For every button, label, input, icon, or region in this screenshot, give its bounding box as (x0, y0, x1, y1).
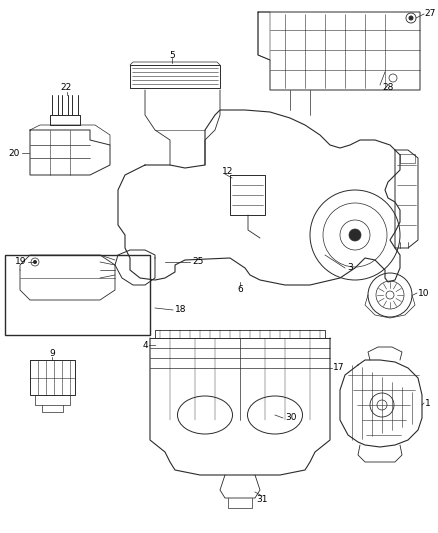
Text: 28: 28 (382, 84, 393, 93)
Circle shape (33, 261, 36, 263)
Text: 18: 18 (175, 305, 187, 314)
Text: 30: 30 (285, 414, 297, 423)
Text: 5: 5 (169, 51, 175, 60)
Text: 25: 25 (192, 257, 203, 266)
Text: 9: 9 (49, 349, 55, 358)
Text: 6: 6 (237, 286, 243, 295)
Text: 19: 19 (15, 257, 27, 266)
Text: 12: 12 (222, 167, 233, 176)
Text: 20: 20 (9, 149, 20, 157)
Text: 27: 27 (424, 9, 435, 18)
Text: 10: 10 (418, 288, 430, 297)
Text: 22: 22 (60, 84, 71, 93)
Text: 31: 31 (256, 496, 268, 505)
Bar (5, 255, 150, 335)
Text: 17: 17 (333, 364, 345, 373)
Circle shape (409, 16, 413, 20)
Text: 3: 3 (347, 263, 353, 272)
Circle shape (349, 229, 361, 241)
Text: 1: 1 (425, 399, 431, 408)
Text: 4: 4 (142, 341, 148, 350)
